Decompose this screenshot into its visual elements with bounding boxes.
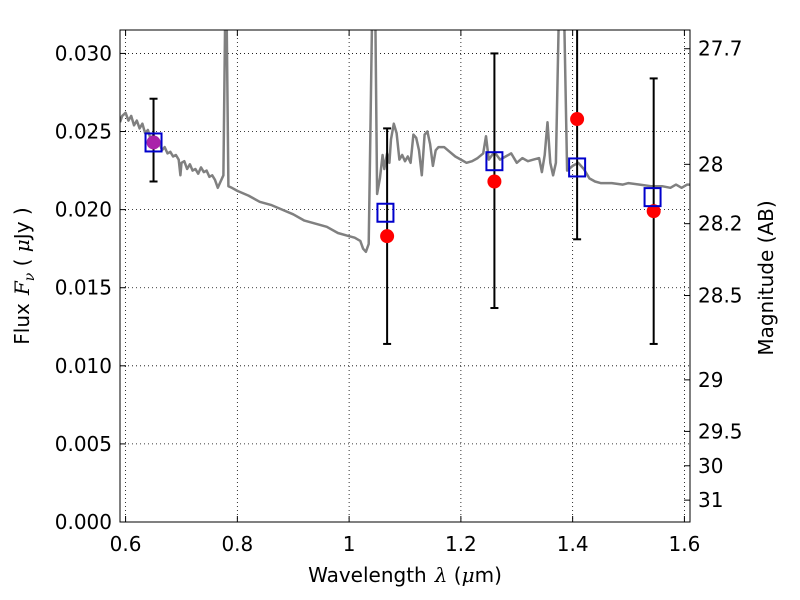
y-axis-label-right: Magnitude (AB) [754, 200, 778, 355]
x-tick-label: 1.4 [557, 532, 589, 556]
y-tick-labels: 0.000 0.005 0.010 0.015 0.020 0.025 0.030 [55, 41, 112, 534]
y-tick-label: 0.010 [55, 354, 112, 378]
x-tick-label: 0.8 [221, 532, 253, 556]
observed-point [570, 112, 585, 127]
right-tick-labels: 27.7 28 28.2 28.5 29 29.5 30 31 [698, 37, 743, 512]
model-point [568, 157, 587, 178]
right-tick-label: 29 [698, 368, 723, 392]
y-tick-label: 0.000 [55, 510, 112, 534]
model-point [485, 151, 504, 172]
y-tick-label: 0.025 [55, 120, 112, 144]
right-tick-label: 29.5 [698, 419, 743, 443]
y-axis-label-left: FluxFν ( μJy ) [10, 207, 38, 344]
observed-point [646, 204, 661, 219]
x-tick-label: 1.2 [445, 532, 477, 556]
model-point [376, 202, 395, 223]
right-tick-label: 27.7 [698, 37, 743, 61]
y-tick-label: 0.015 [55, 276, 112, 300]
axis-ticks [120, 30, 690, 523]
model-point [643, 187, 662, 208]
right-tick-label: 28 [698, 152, 723, 176]
y-tick-label: 0.030 [55, 41, 112, 65]
plot-frame [119, 29, 691, 523]
observed-point [380, 229, 395, 244]
y-tick-label: 0.020 [55, 198, 112, 222]
x-tick-label: 1 [343, 532, 356, 556]
y-tick-label: 0.005 [55, 432, 112, 456]
right-tick-label: 28.2 [698, 212, 743, 236]
x-axis-label: Wavelength λ (μm) [308, 563, 502, 587]
x-tick-label: 0.6 [110, 532, 142, 556]
observed-point [487, 174, 502, 189]
template-spectrum [120, 30, 690, 254]
model-point [144, 132, 163, 153]
right-tick-label: 31 [698, 488, 723, 512]
spectrum-line [120, 30, 690, 254]
observed-point [146, 135, 161, 150]
data-markers [144, 112, 662, 244]
right-tick-label: 30 [698, 454, 723, 478]
x-tick-label: 1.6 [669, 532, 701, 556]
x-tick-labels: 0.6 0.8 1 1.2 1.4 1.6 [110, 532, 701, 556]
right-tick-label: 28.5 [698, 284, 743, 308]
